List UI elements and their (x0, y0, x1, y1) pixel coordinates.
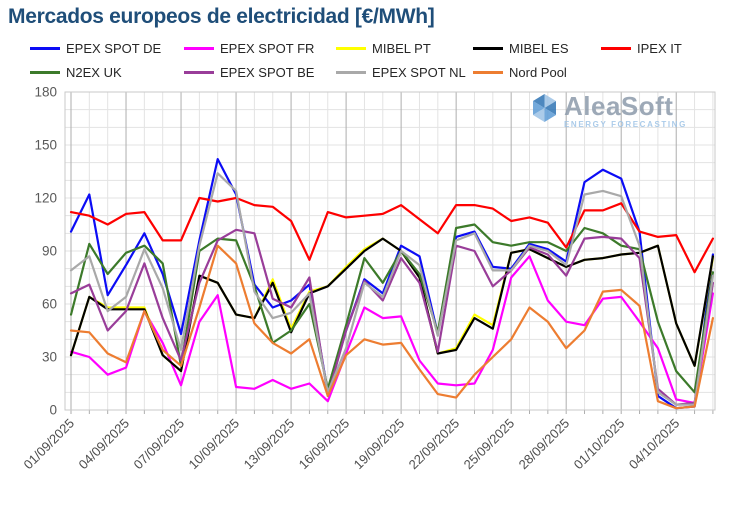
series-line-epex-spot-be (69, 228, 715, 406)
legend-label-nord-pool: Nord Pool (509, 64, 567, 80)
legend-label-epex-spot-de: EPEX SPOT DE (66, 40, 162, 56)
legend-row-1: EPEX SPOT DE EPEX SPOT FR MIBEL PT MIBEL ES… (0, 38, 730, 58)
legend-swatch-ipex-it (601, 46, 631, 50)
legend-label-epex-spot-be: EPEX SPOT BE (220, 64, 315, 80)
legend-item-mibel-es: MIBEL ES (473, 38, 568, 58)
legend-label-epex-spot-nl: EPEX SPOT NL (372, 64, 466, 80)
legend-swatch-mibel-es (473, 46, 503, 50)
page-title: Mercados europeos de electricidad [€/MWh… (8, 5, 435, 28)
aleasoft-logo: AleaSoft ENERGY FORECASTING (531, 93, 687, 129)
legend-item-mibel-pt: MIBEL PT (336, 38, 431, 58)
aleasoft-logo-name: AleaSoft (564, 91, 674, 121)
series-line-mibel-es (69, 237, 715, 373)
series-line-n2ex-uk (69, 223, 715, 394)
legend-label-epex-spot-fr: EPEX SPOT FR (220, 40, 315, 56)
legend-item-epex-spot-de: EPEX SPOT DE (30, 38, 161, 58)
legend-label-mibel-pt: MIBEL PT (372, 40, 431, 56)
legend-label-n2ex-uk: N2EX UK (66, 64, 122, 80)
legend-swatch-epex-spot-nl (336, 70, 366, 74)
y-tick-label-180: 180 (34, 85, 57, 100)
series-line-nord-pool (69, 244, 715, 410)
aleasoft-logo-tagline: ENERGY FORECASTING (564, 120, 687, 129)
legend-swatch-n2ex-uk (30, 70, 60, 74)
legend-item-nord-pool: Nord Pool (473, 62, 567, 82)
legend-swatch-epex-spot-be (184, 70, 214, 74)
legend-swatch-epex-spot-de (30, 46, 60, 50)
series-line-epex-spot-fr (69, 255, 715, 404)
y-tick-label-30: 30 (42, 350, 57, 365)
legend-swatch-epex-spot-fr (184, 46, 214, 50)
series-line-epex-spot-de (69, 158, 715, 410)
y-tick-label-150: 150 (34, 138, 57, 153)
legend-item-epex-spot-fr: EPEX SPOT FR (184, 38, 314, 58)
y-tick-label-120: 120 (34, 191, 57, 206)
aleasoft-logo-icon (533, 94, 556, 122)
legend-label-ipex-it: IPEX IT (637, 40, 682, 56)
legend-swatch-nord-pool (473, 70, 503, 74)
legend-item-n2ex-uk: N2EX UK (30, 62, 122, 82)
legend-item-epex-spot-be: EPEX SPOT BE (184, 62, 314, 82)
series-line-ipex-it (69, 196, 715, 274)
legend-row-2: N2EX UK EPEX SPOT BE EPEX SPOT NL Nord Pool (0, 62, 730, 82)
legend-label-mibel-es: MIBEL ES (509, 40, 569, 56)
legend-item-epex-spot-nl: EPEX SPOT NL (336, 62, 466, 82)
y-tick-label-90: 90 (42, 244, 57, 259)
series-line-epex-spot-nl (69, 172, 715, 406)
legend-swatch-mibel-pt (336, 46, 366, 50)
y-tick-label-0: 0 (49, 403, 57, 418)
legend-item-ipex-it: IPEX IT (601, 38, 682, 58)
plot-border (64, 91, 716, 411)
y-tick-label-60: 60 (42, 297, 57, 312)
